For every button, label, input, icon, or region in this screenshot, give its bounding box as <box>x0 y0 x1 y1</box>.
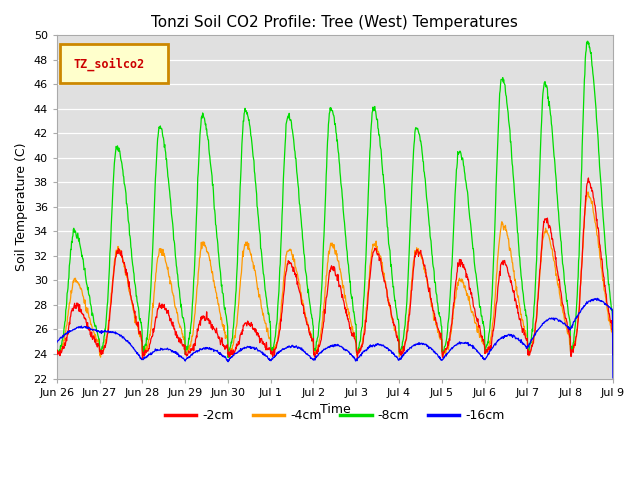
X-axis label: Time: Time <box>319 403 350 416</box>
Y-axis label: Soil Temperature (C): Soil Temperature (C) <box>15 143 28 271</box>
FancyBboxPatch shape <box>60 44 168 84</box>
Title: Tonzi Soil CO2 Profile: Tree (West) Temperatures: Tonzi Soil CO2 Profile: Tree (West) Temp… <box>152 15 518 30</box>
Text: TZ_soilco2: TZ_soilco2 <box>74 57 145 71</box>
Legend: -2cm, -4cm, -8cm, -16cm: -2cm, -4cm, -8cm, -16cm <box>160 404 510 427</box>
